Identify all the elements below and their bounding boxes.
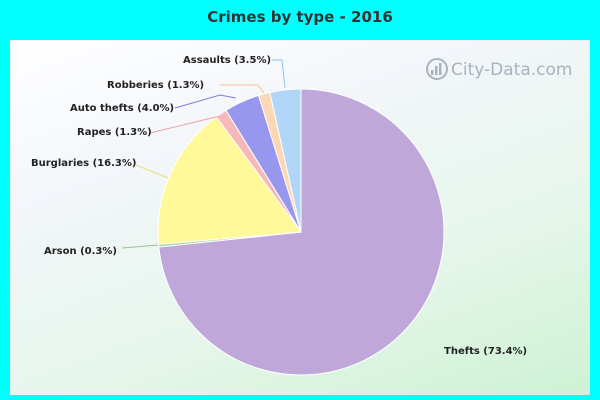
city-data-logo-icon	[426, 58, 448, 80]
leader-line-assaults	[272, 59, 286, 89]
leader-line-burglaries	[135, 164, 169, 179]
slice-label-rapes: Rapes (1.3%)	[77, 127, 152, 138]
chart-title: Crimes by type - 2016	[207, 8, 393, 26]
slice-label-auto-thefts: Auto thefts (4.0%)	[70, 103, 174, 114]
watermark-text: City-Data.com	[451, 60, 572, 80]
leader-line-auto-thefts	[174, 94, 237, 109]
slice-label-arson: Arson (0.3%)	[44, 246, 117, 257]
pie-slice-burglaries	[157, 116, 302, 245]
pie-slices	[157, 88, 445, 376]
leader-line-robberies	[220, 84, 265, 94]
pie-slice-assaults	[269, 88, 302, 233]
slice-label-robberies: Robberies (1.3%)	[107, 80, 204, 91]
slice-label-thefts: Thefts (73.4%)	[444, 346, 527, 357]
leader-line-rapes	[149, 115, 221, 134]
slice-labels: Thefts (73.4%) Arson (0.3%) Burglaries (16…	[31, 55, 527, 357]
slice-label-assaults: Assaults (3.5%)	[183, 55, 271, 66]
slice-label-burglaries: Burglaries (16.3%)	[31, 158, 136, 169]
leader-line-arson	[121, 244, 159, 249]
leader-lines	[121, 59, 286, 249]
